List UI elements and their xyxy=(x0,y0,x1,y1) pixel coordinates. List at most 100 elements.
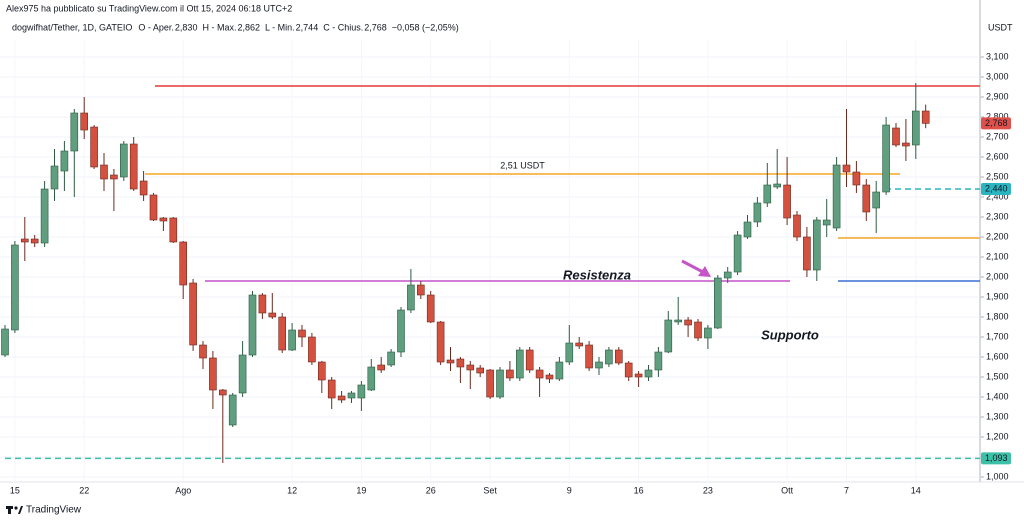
x-tick-label: Ott xyxy=(781,485,794,495)
candle-body xyxy=(624,362,633,378)
level-label: 2,51 USDT xyxy=(500,160,545,170)
x-tick-label: 14 xyxy=(911,485,921,495)
x-tick-label: 26 xyxy=(426,485,436,495)
x-tick-label: 15 xyxy=(10,485,20,495)
ohlc-value: 2,768 xyxy=(364,22,387,32)
x-tick-label: 23 xyxy=(703,485,713,495)
price-label: 1,093 xyxy=(985,453,1008,463)
x-tick-label: 9 xyxy=(567,485,572,495)
candle-body xyxy=(120,143,128,178)
y-tick-label: 2,500 xyxy=(986,171,1009,181)
candle-body xyxy=(644,369,653,378)
x-tick-label: 12 xyxy=(287,485,297,495)
ohlc-label: L - Min. xyxy=(265,22,295,32)
x-tick-label: Ago xyxy=(175,485,191,495)
candle-body xyxy=(20,238,29,243)
y-tick-label: 2,700 xyxy=(986,131,1009,141)
candle-body xyxy=(446,359,455,364)
candle-body xyxy=(585,344,593,369)
labels: 1,0001,1001,2001,3001,4001,5001,6001,700… xyxy=(10,51,1011,495)
price-label-bg xyxy=(981,452,1011,465)
candle-body xyxy=(723,271,732,279)
arrow-head xyxy=(698,266,711,277)
candle-body xyxy=(506,369,514,379)
ohlc-label: C - Chius. xyxy=(323,22,363,32)
candle-body xyxy=(228,394,237,426)
candle-body xyxy=(317,361,326,381)
candle-body xyxy=(733,234,742,273)
candle-body xyxy=(793,214,801,238)
candle-body xyxy=(416,284,425,296)
y-tick-label: 2,200 xyxy=(986,231,1009,241)
candle-body xyxy=(862,184,871,213)
candle-body xyxy=(753,202,762,223)
y-tick-label: 1,500 xyxy=(986,371,1009,381)
candle-body xyxy=(248,294,257,356)
x-tick-label: 16 xyxy=(634,485,644,495)
ohlc-value: 2,744 xyxy=(296,22,319,32)
candle-body xyxy=(713,277,722,329)
x-tick-label: Set xyxy=(483,485,497,495)
candle-body xyxy=(30,238,39,244)
candle-body xyxy=(654,351,663,371)
candle-body xyxy=(90,126,98,168)
y-tick-label: 1,700 xyxy=(986,331,1009,341)
y-tick-label: 2,400 xyxy=(986,191,1009,201)
y-tick-label: 2,800 xyxy=(986,111,1009,121)
change: −0,058 (−2,05%) xyxy=(392,22,459,32)
candle-body xyxy=(40,188,49,244)
candle-body xyxy=(357,384,366,399)
candle-body xyxy=(763,184,772,204)
brand: TradingView xyxy=(26,505,82,516)
y-tick-label: 2,900 xyxy=(986,91,1009,101)
grid xyxy=(0,40,984,482)
candle-body xyxy=(832,164,841,229)
candle-body xyxy=(634,373,643,378)
candle-body xyxy=(803,236,811,271)
candle-body xyxy=(407,284,415,311)
logo xyxy=(6,506,23,514)
candle-body xyxy=(298,329,306,338)
candle-body xyxy=(436,321,445,363)
candle-body xyxy=(902,142,910,147)
candle-body xyxy=(377,364,386,371)
candle-body xyxy=(812,219,821,271)
candle-body xyxy=(822,219,831,226)
candle-body xyxy=(288,329,296,351)
annotation: Resistenza xyxy=(563,267,631,282)
candle-body xyxy=(278,316,287,351)
ohlc-label: H - Max. xyxy=(202,22,236,32)
y-tick-label: 3,000 xyxy=(986,71,1009,81)
levels xyxy=(5,85,980,460)
y-tick-label: 2,300 xyxy=(986,211,1009,221)
candle-body xyxy=(347,392,356,399)
y-tick-label: 2,000 xyxy=(986,271,1009,281)
candle-body xyxy=(209,357,217,391)
candle-body xyxy=(575,342,584,347)
arrow xyxy=(681,259,704,274)
candle-body xyxy=(911,110,920,146)
y-tick-label: 1,600 xyxy=(986,351,1009,361)
candle-body xyxy=(1,328,9,356)
y-tick-label: 3,100 xyxy=(986,51,1009,61)
candle-body xyxy=(268,312,277,318)
candle-body xyxy=(595,361,603,369)
y-tick-label: 2,600 xyxy=(986,151,1009,161)
y-tick-label: 2,100 xyxy=(986,251,1009,261)
candle-body xyxy=(555,361,564,380)
candle-body xyxy=(387,351,395,366)
candle-body xyxy=(426,294,435,323)
candle-body xyxy=(921,110,930,124)
candle-body xyxy=(882,124,890,193)
candle-body xyxy=(773,183,782,188)
candle-body xyxy=(367,366,376,391)
y-tick-label: 1,900 xyxy=(986,291,1009,301)
candle-body xyxy=(614,349,623,364)
candle-body xyxy=(100,164,108,180)
y-tick-label: 1,000 xyxy=(986,471,1009,481)
candle-body xyxy=(327,379,336,399)
candle-body xyxy=(872,191,881,209)
candle-body xyxy=(892,127,900,146)
x-tick-label: 7 xyxy=(844,485,849,495)
